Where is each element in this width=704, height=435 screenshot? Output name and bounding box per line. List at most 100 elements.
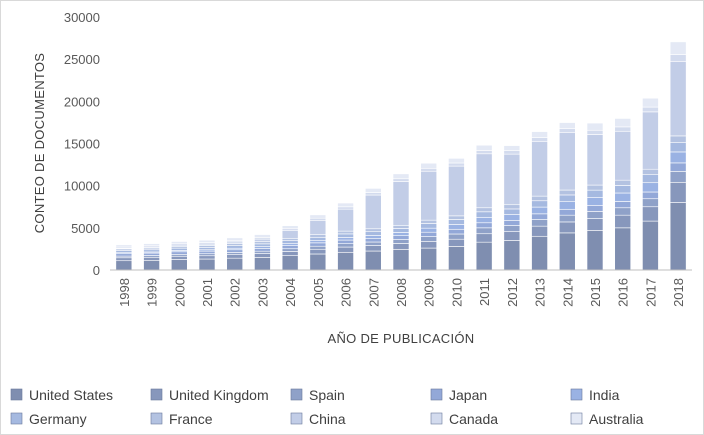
bar-segment xyxy=(254,253,271,258)
bar-segment xyxy=(420,247,438,271)
bar-segment xyxy=(254,238,271,242)
x-axis-ticks: 1998 1999 2000 2001 2002 2003 2004 2005 2006 2007… xyxy=(117,278,686,307)
legend-label: France xyxy=(169,411,213,427)
bar-segment xyxy=(642,198,659,208)
bar-segment xyxy=(586,184,604,191)
bar-segment xyxy=(669,135,687,143)
bar-segment xyxy=(254,257,271,271)
bar-segment xyxy=(558,232,576,271)
bar-segment xyxy=(642,182,659,193)
legend-swatch xyxy=(290,412,303,425)
y-axis-title: CONTEO DE DOCUMENTOS xyxy=(32,53,47,234)
bar-segment xyxy=(475,153,493,209)
bar-segment xyxy=(558,201,576,210)
bar-segment xyxy=(558,208,576,216)
bar-segment xyxy=(198,247,216,251)
bar-segment xyxy=(170,259,188,271)
bar-segment xyxy=(226,257,244,271)
bar-segment xyxy=(309,245,327,250)
bar-segment xyxy=(642,97,659,108)
bar-segment xyxy=(420,231,438,237)
bar-segment xyxy=(364,231,382,236)
bar-segment xyxy=(143,252,160,256)
bar-segment xyxy=(309,217,327,221)
x-tick-label: 2002 xyxy=(228,278,243,307)
bar-segment xyxy=(614,179,632,186)
bar-segment xyxy=(392,232,410,236)
bar-segment xyxy=(281,240,299,244)
x-tick-label: 2017 xyxy=(643,278,658,307)
bar-segment xyxy=(669,202,687,271)
bar-segment xyxy=(364,188,382,193)
bars xyxy=(115,41,687,271)
bar-segment xyxy=(364,250,382,271)
bar-segment xyxy=(392,235,410,240)
bar-segment xyxy=(281,245,299,250)
legend-swatch xyxy=(570,412,583,425)
bar-segment xyxy=(309,242,327,247)
bar-segment xyxy=(586,129,604,135)
bar-segment xyxy=(531,219,548,227)
bar-segment xyxy=(364,228,382,233)
x-tick-label: 1998 xyxy=(117,278,132,307)
bar-segment xyxy=(198,239,216,243)
bar-segment xyxy=(392,225,410,229)
bar-segment xyxy=(143,260,160,271)
bar-segment xyxy=(586,218,604,231)
x-tick-label: 1999 xyxy=(145,278,160,307)
x-tick-label: 2013 xyxy=(533,278,548,307)
bar-segment xyxy=(558,128,576,134)
bar-segment xyxy=(198,258,216,271)
bar-segment xyxy=(281,237,299,241)
bar-segment xyxy=(420,219,438,224)
bar-segment xyxy=(226,254,244,259)
bar-segment xyxy=(309,236,327,241)
bar-segment xyxy=(586,122,604,131)
y-tick-label: 0 xyxy=(93,263,100,278)
bar-segment xyxy=(558,132,576,191)
bar-segment xyxy=(448,219,465,225)
bar-segment xyxy=(503,220,521,226)
bar-segment xyxy=(281,255,299,271)
x-axis-title: AÑO DE PUBLICACIÓN xyxy=(328,331,475,346)
legend-swatch xyxy=(10,388,23,401)
bar-segment xyxy=(614,214,632,229)
bar-segment xyxy=(226,243,244,246)
bar-segment xyxy=(558,194,576,202)
bar-segment xyxy=(669,171,687,183)
y-axis-ticks: 0 5000 10000 15000 20000 25000 30000 xyxy=(64,10,100,278)
bar-segment xyxy=(614,201,632,209)
bar-segment xyxy=(281,248,299,252)
bar-segment xyxy=(448,165,465,217)
bar-segment xyxy=(669,61,687,137)
bar-segment xyxy=(115,260,133,271)
bar-segment xyxy=(420,167,438,172)
legend-label: Australia xyxy=(589,411,644,427)
bar-segment xyxy=(392,249,410,271)
bar-segment xyxy=(254,241,271,245)
bar-segment xyxy=(392,228,410,233)
bar-segment xyxy=(475,227,493,235)
bar-segment xyxy=(475,150,493,155)
bar-segment xyxy=(475,207,493,213)
bar-segment xyxy=(170,247,188,251)
x-tick-label: 2014 xyxy=(560,278,575,307)
bar-segment xyxy=(642,168,659,176)
bar-segment xyxy=(420,241,438,249)
x-tick-label: 2000 xyxy=(172,278,187,307)
bar-segment xyxy=(226,252,244,255)
y-tick-label: 15000 xyxy=(64,137,100,152)
x-tick-label: 2003 xyxy=(255,278,270,307)
bar-segment xyxy=(448,238,465,247)
bar-segment xyxy=(448,228,465,235)
bar-segment xyxy=(254,234,271,238)
bar-segment xyxy=(309,214,327,219)
legend: United States United Kingdom Spain Japan Ind… xyxy=(10,387,644,427)
legend-label: Spain xyxy=(309,387,345,403)
legend-label: Japan xyxy=(449,387,487,403)
bar-segment xyxy=(309,240,327,244)
bar-segment xyxy=(531,235,548,271)
bar-segment xyxy=(309,253,327,271)
bar-segment xyxy=(337,208,354,232)
bar-segment xyxy=(115,250,133,254)
